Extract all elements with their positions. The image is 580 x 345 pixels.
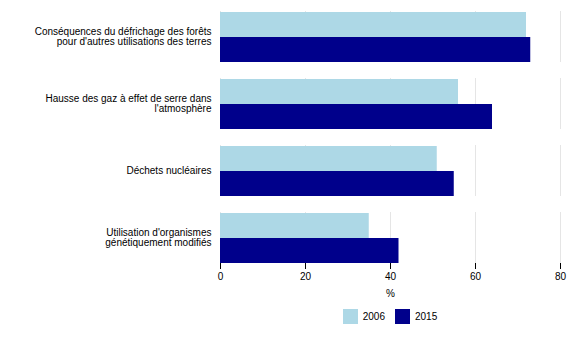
svg-text:40: 40 (385, 271, 397, 282)
svg-text:Hausse des gaz à effet de serr: Hausse des gaz à effet de serre dansl'at… (45, 93, 211, 114)
html-text:2015: 2015 (415, 311, 438, 322)
html-text:2006: 2006 (362, 311, 385, 322)
svg-text:%: % (386, 288, 395, 299)
svg-text:Utilisation d'organismesgénéti: Utilisation d'organismesgénétiquement mo… (105, 227, 211, 248)
svg-text:60: 60 (470, 271, 482, 282)
svg-text:20: 20 (300, 271, 312, 282)
svg-text:80: 80 (555, 271, 567, 282)
svg-text:Conséquences du défrichage des: Conséquences du défrichage des forêtspou… (35, 26, 212, 47)
svg-text:0: 0 (218, 271, 224, 282)
svg-text:Déchets nucléaires: Déchets nucléaires (126, 165, 211, 176)
